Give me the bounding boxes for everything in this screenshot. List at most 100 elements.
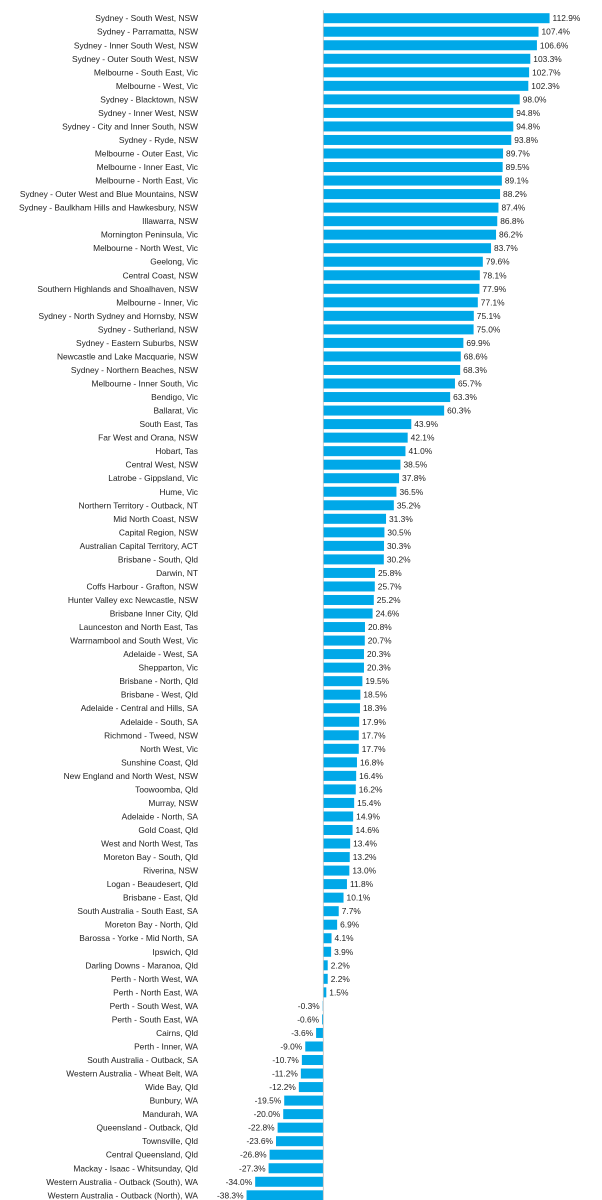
- bar: [323, 283, 480, 294]
- bar: [323, 946, 332, 957]
- data-label: 89.1%: [505, 176, 529, 186]
- bar: [269, 1149, 324, 1160]
- data-label: 75.0%: [477, 324, 501, 334]
- data-label: 36.5%: [399, 487, 423, 497]
- data-label: 25.2%: [377, 595, 401, 605]
- bar: [323, 689, 361, 700]
- bar: [323, 635, 365, 646]
- bar: [323, 852, 350, 863]
- data-label: 60.3%: [447, 406, 471, 416]
- data-label: 94.8%: [516, 108, 540, 118]
- bar: [323, 107, 514, 118]
- category-label: Sydney - Sutherland, NSW: [98, 324, 198, 334]
- data-label: 17.7%: [362, 744, 386, 754]
- data-label: 78.1%: [483, 270, 507, 280]
- category-label: Capital Region, NSW: [119, 527, 198, 537]
- bar: [300, 1068, 324, 1079]
- bar: [246, 1190, 324, 1200]
- bar: [322, 1014, 324, 1025]
- category-label: Sydney - South West, NSW: [95, 13, 198, 23]
- bar: [323, 473, 400, 484]
- category-label: Melbourne - Inner South, Vic: [92, 379, 198, 389]
- bar: [268, 1163, 324, 1174]
- bar: [323, 270, 480, 281]
- data-label: 38.5%: [403, 460, 427, 470]
- bar: [323, 973, 328, 984]
- bar: [323, 80, 529, 91]
- category-label: South Australia - South East, SA: [77, 906, 198, 916]
- bar: [323, 797, 355, 808]
- bar: [323, 919, 338, 930]
- data-label: -27.3%: [239, 1163, 266, 1173]
- category-label: Perth - North West, WA: [111, 974, 198, 984]
- bar: [277, 1122, 324, 1133]
- bar: [323, 94, 520, 105]
- category-label: Gold Coast, Qld: [138, 825, 198, 835]
- data-label: 77.1%: [481, 297, 505, 307]
- bar: [323, 838, 351, 849]
- category-label: Melbourne - North West, Vic: [93, 243, 198, 253]
- bar: [305, 1041, 324, 1052]
- category-label: Sydney - North Sydney and Hornsby, NSW: [38, 311, 198, 321]
- data-label: 69.9%: [466, 338, 490, 348]
- data-label: 87.4%: [501, 203, 525, 213]
- bar: [323, 730, 359, 741]
- data-label: 11.8%: [350, 879, 374, 889]
- category-label: North West, Vic: [140, 744, 198, 754]
- data-label: 68.3%: [463, 365, 487, 375]
- data-label: 19.5%: [365, 676, 389, 686]
- bar: [323, 351, 461, 362]
- category-label: Sydney - Parramatta, NSW: [97, 27, 198, 37]
- bar: [323, 202, 499, 213]
- bar: [323, 757, 357, 768]
- category-label: Logan - Beaudesert, Qld: [107, 879, 199, 889]
- data-label: 63.3%: [453, 392, 477, 402]
- data-label: 3.9%: [334, 947, 354, 957]
- data-label: 24.6%: [376, 609, 400, 619]
- data-label: 13.0%: [352, 866, 376, 876]
- data-label: 25.8%: [378, 568, 402, 578]
- category-label: Brisbane - North, Qld: [119, 676, 198, 686]
- category-label: Northern Territory - Outback, NT: [79, 500, 198, 510]
- category-label: West and North West, Tas: [101, 839, 198, 849]
- bar: [323, 310, 474, 321]
- category-label: Australian Capital Territory, ACT: [80, 541, 198, 551]
- bar: [323, 865, 350, 876]
- category-label: Coffs Harbour - Grafton, NSW: [86, 581, 198, 591]
- bar: [323, 175, 502, 186]
- category-label: Sydney - Outer West and Blue Mountains, …: [20, 189, 198, 199]
- category-label: Brisbane - East, Qld: [123, 893, 198, 903]
- data-label: 106.6%: [540, 40, 569, 50]
- data-label: 16.2%: [359, 784, 383, 794]
- bar: [323, 784, 356, 795]
- bar: [323, 67, 530, 78]
- category-label: Adelaide - North, SA: [122, 811, 199, 821]
- data-label: 41.0%: [408, 446, 432, 456]
- data-label: 14.6%: [356, 825, 380, 835]
- category-label: South East, Tas: [139, 419, 198, 429]
- bar: [323, 703, 360, 714]
- bar: [323, 933, 332, 944]
- category-label: Adelaide - West, SA: [123, 649, 198, 659]
- bar: [316, 1027, 324, 1038]
- bar: [323, 594, 374, 605]
- bar: [323, 26, 539, 37]
- bar: [323, 216, 498, 227]
- category-label: Sydney - Outer South West, NSW: [72, 54, 198, 64]
- bar: [323, 419, 412, 430]
- data-label: 20.7%: [368, 636, 392, 646]
- data-label: -9.0%: [280, 1041, 302, 1051]
- bar: [301, 1055, 324, 1066]
- data-label: 89.7%: [506, 149, 530, 159]
- data-label: 1.5%: [329, 987, 349, 997]
- bar: [323, 879, 347, 890]
- data-label: 83.7%: [494, 243, 518, 253]
- bar: [323, 337, 464, 348]
- data-label: 112.9%: [553, 13, 581, 23]
- data-label: 14.9%: [356, 811, 380, 821]
- data-label: 88.2%: [503, 189, 527, 199]
- data-label: -22.8%: [248, 1123, 275, 1133]
- data-label: 102.3%: [531, 81, 560, 91]
- data-label: -3.6%: [291, 1028, 313, 1038]
